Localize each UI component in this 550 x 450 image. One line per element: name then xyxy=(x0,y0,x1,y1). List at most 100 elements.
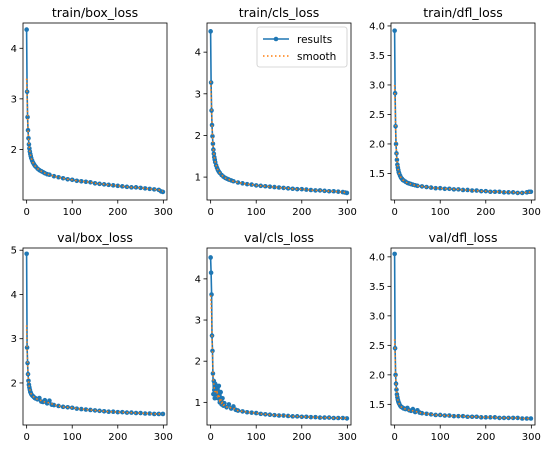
results-point xyxy=(419,410,425,416)
results-point xyxy=(83,179,89,185)
y-tick-label: 3.0 xyxy=(369,80,385,91)
results-point xyxy=(210,348,215,354)
results-point xyxy=(272,184,277,190)
results-point xyxy=(340,415,346,421)
results-point xyxy=(88,407,93,413)
results-point xyxy=(47,398,52,403)
results-point xyxy=(79,406,84,412)
y-tick-label: 3.0 xyxy=(369,311,385,322)
y-tick-label: 3.5 xyxy=(369,282,385,293)
results-point xyxy=(469,188,475,193)
results-point xyxy=(74,406,80,411)
x-tick-label: 200 xyxy=(292,207,311,218)
axes-frame xyxy=(390,22,536,201)
results-point xyxy=(335,189,341,194)
results-point xyxy=(393,141,399,147)
results-point xyxy=(106,409,111,415)
results-point xyxy=(428,185,434,190)
results-point xyxy=(393,372,398,378)
results-point xyxy=(138,185,143,191)
y-tick-label: 5 xyxy=(11,246,17,257)
results-point xyxy=(442,186,448,192)
results-point xyxy=(344,416,350,421)
plot-area xyxy=(24,251,166,417)
legend-results-marker xyxy=(273,36,279,42)
y-tick-label: 2 xyxy=(195,357,201,368)
results-point xyxy=(56,403,61,409)
results-point xyxy=(344,190,350,196)
y-tick-label: 4 xyxy=(11,290,17,301)
smooth-line xyxy=(25,325,163,415)
x-tick-label: 100 xyxy=(247,432,266,443)
results-point xyxy=(216,383,222,389)
results-point xyxy=(331,188,336,194)
results-point xyxy=(506,190,511,195)
results-point xyxy=(26,142,32,147)
results-point xyxy=(492,189,498,195)
results-point xyxy=(147,411,152,416)
results-point xyxy=(215,395,221,401)
results-point xyxy=(276,185,282,190)
smooth-line xyxy=(209,81,347,194)
results-point xyxy=(460,413,466,419)
y-tick-label: 4 xyxy=(195,48,201,59)
results-point xyxy=(392,28,397,33)
axes-frame xyxy=(22,247,168,426)
smooth-line xyxy=(25,78,164,193)
x-tick-label: 100 xyxy=(431,207,450,218)
results-point xyxy=(115,183,121,189)
results-point xyxy=(492,415,498,420)
results-point xyxy=(272,412,277,418)
smooth-line xyxy=(393,339,531,420)
results-point xyxy=(424,411,429,417)
results-point xyxy=(524,416,530,421)
x-tick-label: 300 xyxy=(522,207,541,218)
results-point xyxy=(212,395,218,401)
subplot-3: train/dfl_loss 0 100 200 300 1.5 2.0 2.5 3.0 3.5 4… xyxy=(369,5,541,218)
results-point xyxy=(249,410,254,415)
results-point xyxy=(208,29,213,34)
results-point xyxy=(244,409,250,415)
results-point xyxy=(299,186,305,192)
results-point xyxy=(285,413,291,419)
results-point xyxy=(60,175,66,181)
results-point xyxy=(210,141,216,147)
axes-frame xyxy=(22,22,168,201)
results-point xyxy=(488,415,493,420)
subplot-title: val/box_loss xyxy=(57,230,133,245)
results-point xyxy=(326,188,332,194)
subplot-1: train/box_loss 0 100 200 300 2 3 4 xyxy=(11,5,173,218)
results-point xyxy=(515,415,520,421)
y-tick-label: 1.5 xyxy=(369,169,385,180)
x-tick-label: 300 xyxy=(154,432,173,443)
plot-area xyxy=(208,255,350,421)
y-tick-label: 3 xyxy=(195,316,201,327)
y-tick-label: 2.5 xyxy=(369,341,385,352)
subplot-title: train/dfl_loss xyxy=(423,5,503,20)
results-point xyxy=(56,174,61,180)
x-tick-label: 100 xyxy=(63,207,82,218)
y-tick-label: 1.5 xyxy=(369,400,385,411)
results-point xyxy=(335,415,341,421)
results-point xyxy=(392,251,397,257)
axes-frame xyxy=(206,22,352,201)
results-point xyxy=(253,410,259,416)
results-point xyxy=(528,189,534,195)
axes-frame xyxy=(206,247,352,426)
y-tick-label: 4 xyxy=(11,44,17,55)
results-point xyxy=(501,190,507,195)
results-point xyxy=(519,416,525,421)
x-tick-label: 0 xyxy=(23,432,29,443)
results-point xyxy=(74,178,80,184)
y-tick-label: 4.0 xyxy=(369,21,385,32)
results-point xyxy=(208,270,214,275)
results-point xyxy=(210,371,216,376)
results-point xyxy=(209,122,215,128)
y-tick-label: 1 xyxy=(195,173,201,184)
y-tick-label: 1 xyxy=(195,398,201,409)
plot-area xyxy=(392,28,534,196)
y-tick-label: 2 xyxy=(195,131,201,142)
results-point xyxy=(120,184,125,189)
results-point xyxy=(249,182,254,187)
results-point xyxy=(24,27,29,32)
